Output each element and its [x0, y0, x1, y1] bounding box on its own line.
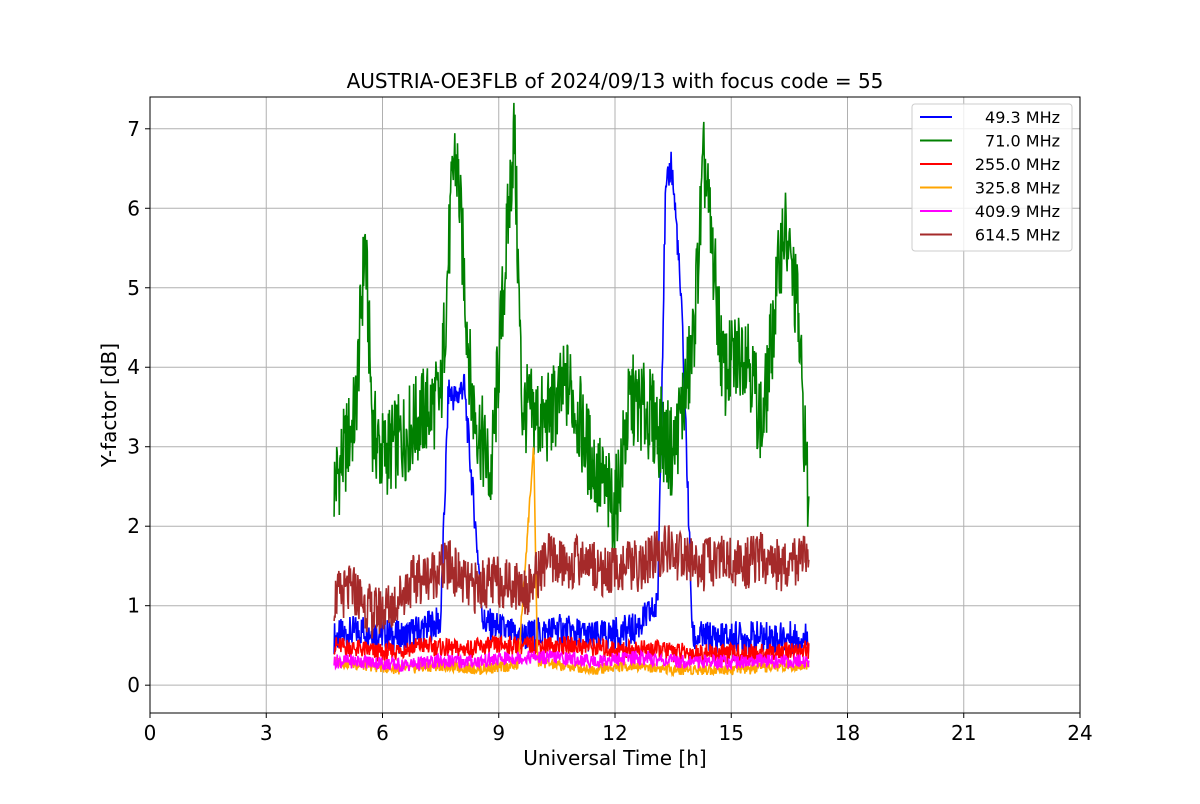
x-tick-label: 3 [260, 721, 273, 745]
chart-title: AUSTRIA-OE3FLB of 2024/09/13 with focus … [347, 69, 884, 93]
series-line-4 [333, 649, 810, 673]
grid [149, 97, 1081, 713]
series-line-1 [333, 102, 810, 551]
legend-label: 255.0 MHz [975, 155, 1060, 174]
y-tick-label: 3 [127, 435, 140, 459]
y-tick-label: 7 [127, 117, 140, 141]
series-line-2 [333, 634, 810, 665]
y-tick-label: 2 [127, 514, 140, 538]
y-tick-label: 4 [127, 355, 140, 379]
legend-label: 409.9 MHz [975, 202, 1060, 221]
series-line-5 [333, 525, 810, 639]
legend-label: 614.5 MHz [975, 226, 1060, 245]
y-axis-label: Y-factor [dB] [97, 343, 121, 468]
x-tick-label: 6 [376, 721, 389, 745]
x-tick-label: 24 [1067, 721, 1092, 745]
legend-label: 49.3 MHz [985, 108, 1060, 127]
series-line-0 [333, 151, 810, 655]
legend-label: 325.8 MHz [975, 179, 1060, 198]
series-layer [333, 102, 810, 678]
x-tick-label: 21 [951, 721, 976, 745]
x-axis-label: Universal Time [h] [523, 746, 706, 770]
y-tick-label: 1 [127, 594, 140, 618]
y-tick-label: 5 [127, 276, 140, 300]
legend-label: 71.0 MHz [985, 132, 1060, 151]
x-tick-label: 15 [719, 721, 744, 745]
x-tick-label: 9 [492, 721, 505, 745]
y-tick-label: 0 [127, 673, 140, 697]
legend: 49.3 MHz 71.0 MHz 255.0 MHz 325.8 MHz 409.9 … [911, 103, 1073, 252]
x-tick-label: 0 [144, 721, 157, 745]
x-tick-label: 12 [602, 721, 627, 745]
y-tick-label: 6 [127, 196, 140, 220]
x-tick-label: 18 [835, 721, 860, 745]
